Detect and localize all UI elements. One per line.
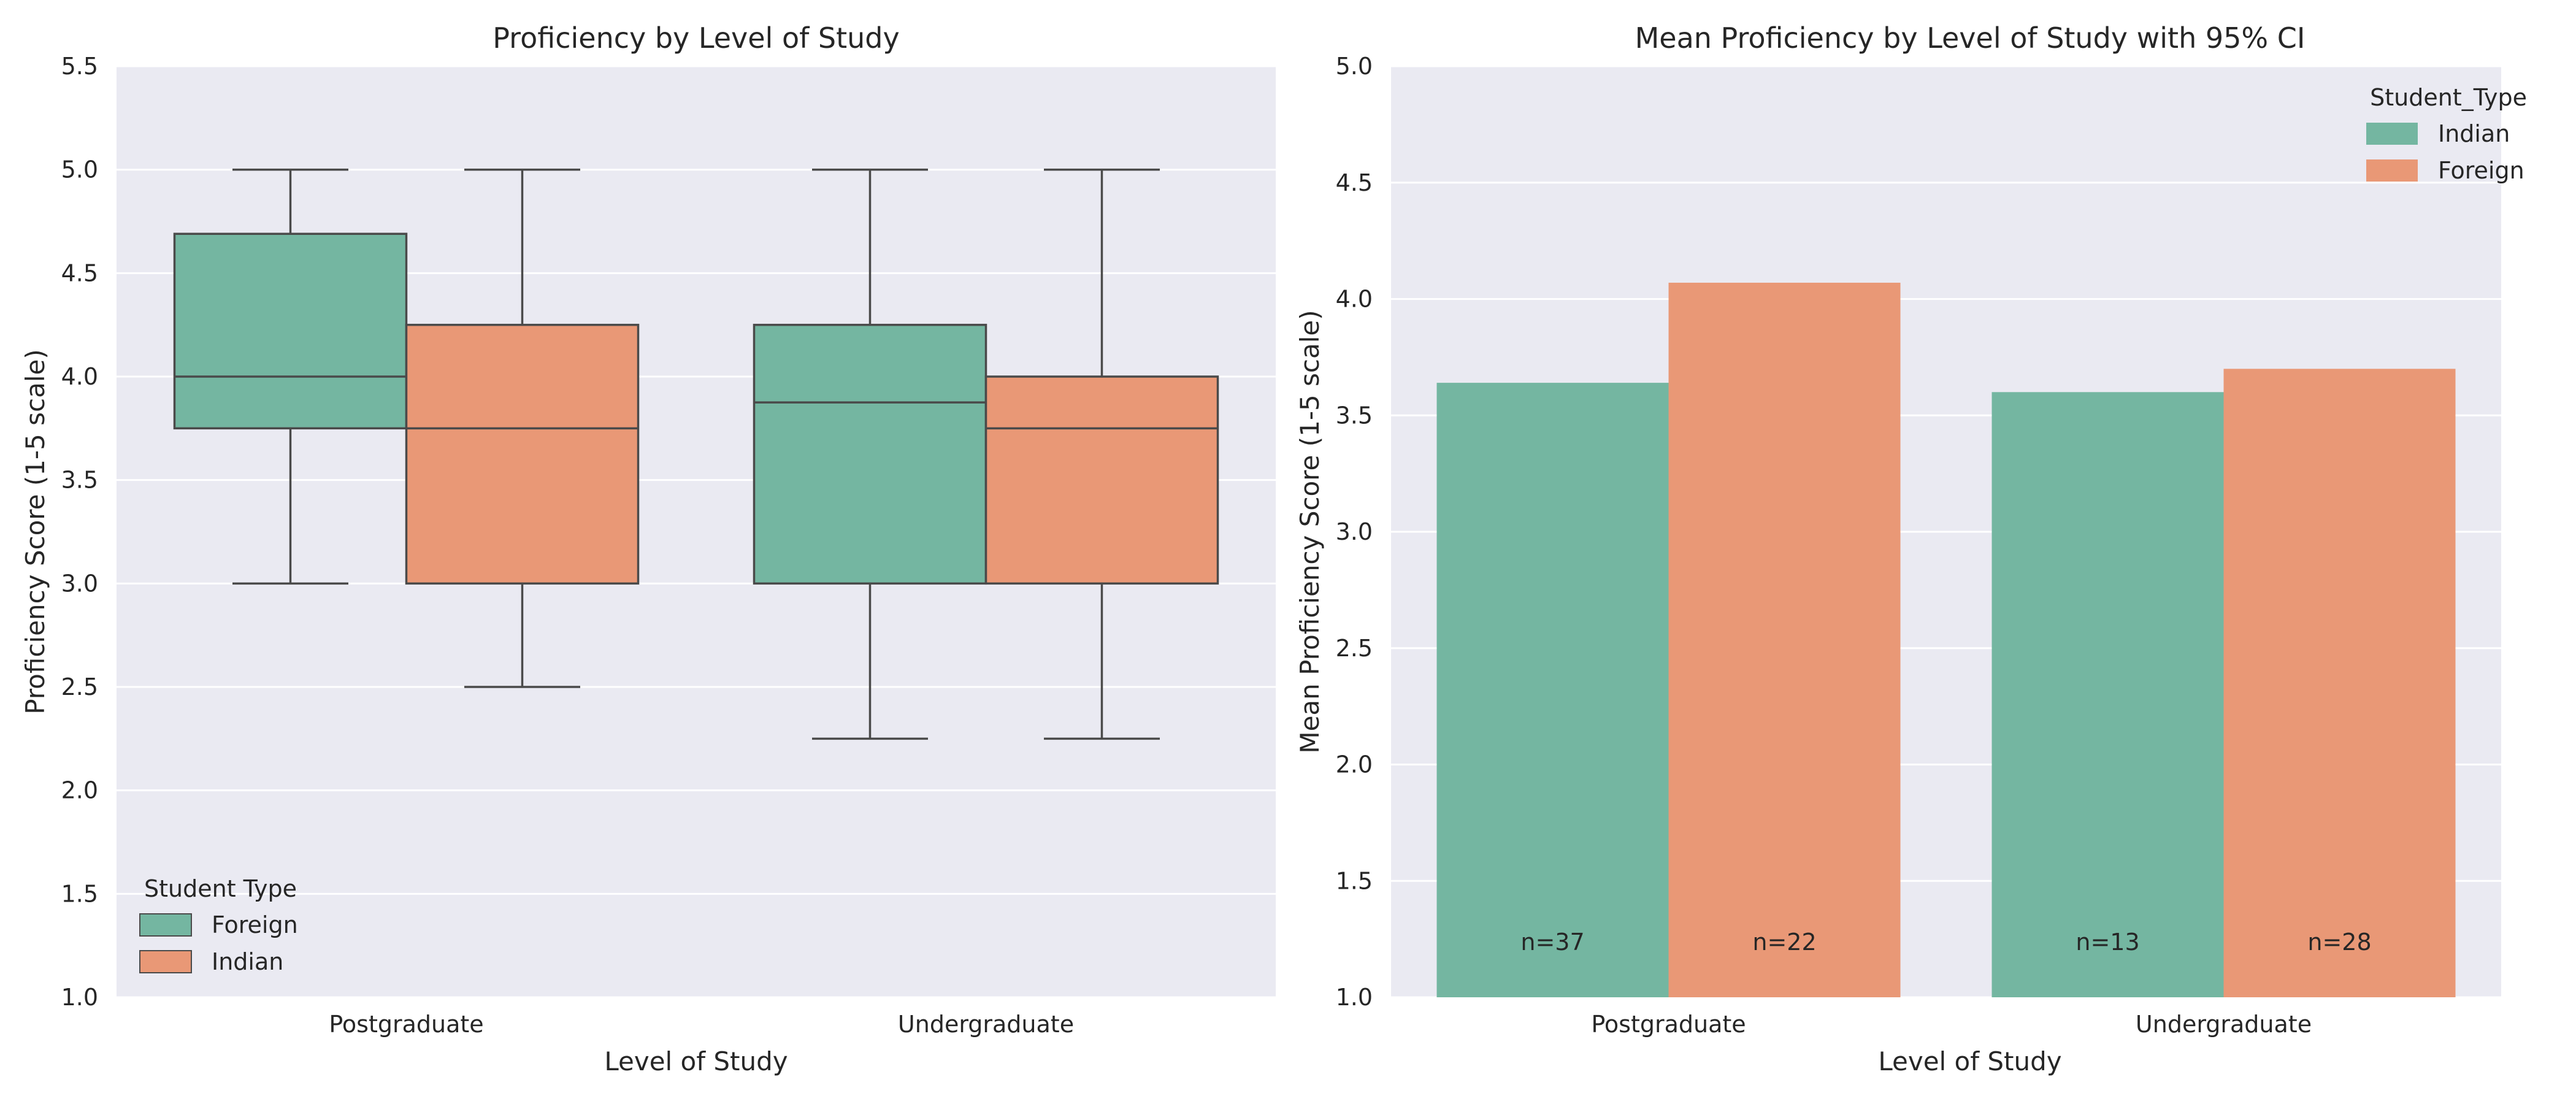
bar-chart-marks: n=37 n=22 n=13 n=28: [1436, 282, 2456, 997]
n-label-foreign-postgraduate: n=22: [1752, 929, 1816, 956]
legend-swatch-indian-bar: [2366, 123, 2418, 145]
bar-indian-postgraduate: [1436, 383, 1669, 997]
x-tick-postgraduate: Postgraduate: [329, 1011, 483, 1038]
y-tick-5-5: 5.5: [61, 53, 98, 80]
y-tick-3-0: 3.0: [1336, 518, 1373, 545]
y-tick-2-0: 2.0: [1336, 751, 1373, 778]
bar-foreign-postgraduate: [1668, 282, 1901, 997]
iqr-box-foreign-undergraduate: [753, 323, 987, 585]
legend-swatch-foreign-bar: [2366, 159, 2418, 182]
box-plot-marks: [173, 168, 1219, 740]
n-label-indian-undergraduate: n=13: [2076, 929, 2139, 956]
y-tick-4-0: 4.0: [61, 363, 98, 390]
y-tick-4-0: 4.0: [1336, 286, 1373, 313]
bar-chart-y-axis-label: Mean Proficiency Score (1-5 scale): [1295, 310, 1325, 753]
legend-label-indian: Indian: [212, 948, 283, 975]
bar-chart-y-ticks: 1.0 1.5 2.0 2.5 3.0 3.5 4.0 4.5 5.0: [1336, 53, 1373, 1011]
box-plot-panel: 1.0 1.5 2.0 2.5 3.0 3.5 4.0 4.5 5.0 5.5 Postgradu…: [20, 21, 1276, 1076]
legend-label-foreign: Foreign: [212, 911, 298, 938]
bar-foreign-undergraduate: [2223, 369, 2456, 997]
iqr-box-foreign-postgraduate: [173, 232, 408, 430]
y-tick-2-0: 2.0: [61, 777, 98, 804]
y-tick-4-5: 4.5: [61, 259, 98, 286]
box-plot-x-axis-label: Level of Study: [604, 1046, 788, 1076]
bar-indian-undergraduate: [1991, 392, 2224, 997]
box-plot-y-ticks: 1.0 1.5 2.0 2.5 3.0 3.5 4.0 4.5 5.0 5.5: [61, 53, 98, 1011]
box-foreign-undergraduate: [753, 168, 987, 740]
y-tick-4-5: 4.5: [1336, 169, 1373, 196]
iqr-box-indian-undergraduate: [984, 375, 1219, 585]
y-tick-1-5: 1.5: [1336, 867, 1373, 894]
y-tick-5-0: 5.0: [61, 156, 98, 183]
x-tick-postgraduate: Postgraduate: [1591, 1011, 1746, 1038]
legend-swatch-indian: [139, 950, 192, 973]
y-tick-1-5: 1.5: [61, 880, 98, 907]
y-tick-1-0: 1.0: [1336, 984, 1373, 1011]
bar-chart-title: Mean Proficiency by Level of Study with …: [1635, 21, 2306, 55]
legend-label-indian-bar: Indian: [2438, 120, 2510, 147]
box-plot-y-axis-label: Proficiency Score (1-5 scale): [20, 349, 50, 715]
n-label-indian-postgraduate: n=37: [1520, 929, 1584, 956]
bar-chart-x-ticks: Postgraduate Undergraduate: [1591, 1011, 2312, 1038]
y-tick-2-5: 2.5: [61, 673, 98, 700]
y-tick-2-5: 2.5: [1336, 635, 1373, 662]
x-tick-undergraduate: Undergraduate: [2136, 1011, 2312, 1038]
bar-chart-legend: Student_Type Indian Foreign: [2366, 84, 2527, 184]
bar-chart-x-axis-label: Level of Study: [1878, 1046, 2061, 1076]
legend-label-foreign-bar: Foreign: [2438, 157, 2524, 184]
y-tick-3-5: 3.5: [1336, 402, 1373, 429]
bar-chart-panel: n=37 n=22 n=13 n=28 1.0 1.5 2.0 2.5 3.0 3.5 4.0 4.…: [1295, 21, 2527, 1076]
box-indian-undergraduate: [984, 168, 1219, 740]
y-tick-1-0: 1.0: [61, 984, 98, 1011]
box-foreign-postgraduate: [173, 168, 408, 585]
y-tick-3-5: 3.5: [61, 467, 98, 494]
iqr-box-indian-postgraduate: [405, 323, 640, 585]
n-label-foreign-undergraduate: n=28: [2307, 929, 2371, 956]
y-tick-3-0: 3.0: [61, 570, 98, 597]
box-plot-legend-title: Student Type: [144, 875, 297, 902]
y-tick-5-0: 5.0: [1336, 53, 1373, 80]
box-indian-postgraduate: [405, 168, 640, 688]
box-plot-title: Proficiency by Level of Study: [493, 21, 899, 55]
bar-chart-legend-title: Student_Type: [2370, 84, 2527, 111]
x-tick-undergraduate: Undergraduate: [898, 1011, 1074, 1038]
legend-swatch-foreign: [139, 913, 192, 937]
box-plot-x-ticks: Postgraduate Undergraduate: [329, 1011, 1074, 1038]
box-plot-legend: Student Type Foreign Indian: [139, 875, 298, 975]
